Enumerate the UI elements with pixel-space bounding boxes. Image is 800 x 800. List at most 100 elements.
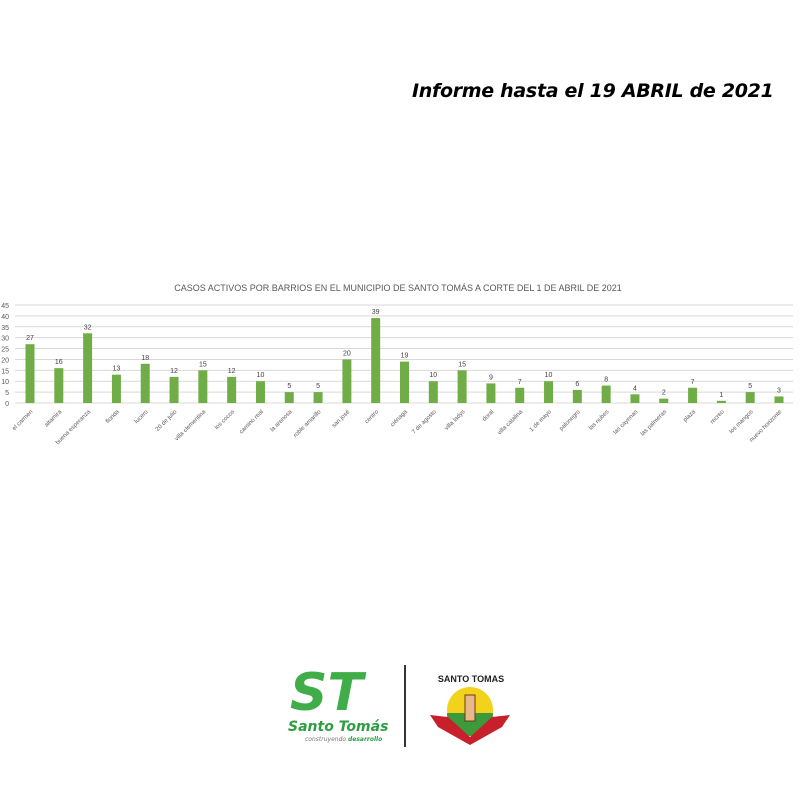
bar	[515, 387, 525, 403]
x-tick-label: nuevo horizonte	[749, 409, 784, 444]
y-tick-label: 0	[5, 401, 9, 408]
x-tick-label: ciénaga	[390, 409, 410, 429]
bar	[169, 376, 179, 403]
data-label: 16	[55, 359, 63, 366]
x-tick-label: las palmeras	[640, 409, 668, 437]
data-label: 10	[429, 372, 437, 379]
bar	[54, 368, 64, 403]
data-label: 32	[84, 324, 92, 331]
y-tick-label: 45	[1, 303, 9, 310]
data-label: 5	[316, 383, 320, 390]
y-tick-label: 40	[1, 314, 9, 321]
x-tick-label: villa catalina	[497, 409, 525, 437]
x-tick-label: recreo	[710, 409, 727, 426]
data-label: 13	[113, 366, 121, 373]
data-label: 27	[26, 335, 34, 342]
bar	[342, 359, 352, 403]
bar	[659, 398, 669, 403]
x-tick-label: palonegro	[559, 409, 583, 433]
bar	[313, 392, 323, 403]
report-title: Informe hasta el 19 ABRIL de 2021	[412, 80, 774, 102]
svg-text:construyendo desarrollo: construyendo desarrollo	[305, 736, 382, 743]
data-label: 3	[777, 387, 781, 394]
data-label: 7	[691, 379, 695, 386]
bar	[457, 370, 467, 403]
x-tick-label: el carmen	[12, 409, 35, 432]
data-label: 15	[458, 361, 466, 368]
data-label: 10	[257, 372, 265, 379]
bar	[111, 374, 121, 403]
data-label: 12	[228, 368, 236, 375]
data-label: 7	[518, 379, 522, 386]
bar	[255, 381, 265, 403]
bar	[140, 363, 150, 403]
data-label: 4	[633, 385, 637, 392]
logos: ST Santo Tomás construyendo desarrollo S…	[288, 663, 510, 747]
santo-tomas-logo: ST Santo Tomás construyendo desarrollo	[288, 663, 388, 743]
data-label: 39	[372, 309, 380, 316]
data-label: 8	[604, 377, 608, 384]
x-tick-label: la arenosa	[270, 409, 295, 434]
data-label: 6	[575, 381, 579, 388]
x-tick-label: lucero	[134, 409, 150, 425]
bar-chart: CASOS ACTIVOS POR BARRIOS EN EL MUNICIPI…	[1, 283, 793, 446]
x-tick-label: 1 de mayo	[529, 409, 554, 434]
data-label: 19	[401, 353, 409, 360]
x-tick-label: camino real	[239, 409, 265, 435]
bar	[544, 381, 554, 403]
data-label: 20	[343, 350, 351, 357]
bar	[486, 383, 496, 403]
x-tick-label: las nubes	[588, 409, 610, 431]
y-tick-label: 5	[5, 390, 9, 397]
data-label: 12	[170, 368, 178, 375]
bar	[400, 361, 409, 403]
bar	[227, 376, 237, 403]
y-tick-label: 10	[1, 379, 9, 386]
chart-title: CASOS ACTIVOS POR BARRIOS EN EL MUNICIPI…	[174, 283, 621, 293]
data-label: 10	[545, 372, 553, 379]
bar	[745, 392, 755, 403]
bar	[371, 318, 381, 403]
data-label: 9	[489, 374, 493, 381]
x-tick-label: san josé	[331, 409, 352, 430]
bar	[688, 387, 698, 403]
x-tick-label: las cayenas	[613, 409, 640, 436]
x-tick-label: los cocos	[214, 409, 236, 431]
svg-text:SANTO TOMAS: SANTO TOMAS	[438, 674, 504, 684]
x-tick-label: 7 de agosto	[411, 409, 438, 436]
bar	[198, 370, 208, 403]
x-tick-label: roble amarillo	[293, 409, 323, 439]
x-tick-label: doral	[482, 409, 496, 423]
data-label: 5	[287, 383, 291, 390]
data-label: 15	[199, 361, 207, 368]
bar	[774, 396, 784, 403]
data-label: 18	[141, 355, 149, 362]
bar	[572, 389, 582, 403]
x-tick-label: los mangos	[729, 409, 755, 435]
bar	[284, 392, 294, 403]
y-tick-label: 25	[1, 347, 9, 354]
x-tick-label: centro	[364, 409, 381, 426]
x-tick-label: plaza	[683, 409, 698, 424]
y-tick-label: 35	[1, 325, 9, 332]
y-tick-label: 20	[1, 357, 9, 364]
bar	[428, 381, 438, 403]
bar	[601, 385, 611, 403]
data-label: 1	[719, 392, 723, 399]
data-label: 2	[662, 390, 666, 397]
x-tick-label: florida	[105, 409, 121, 425]
bar	[716, 400, 726, 403]
x-tick-label: villa clementina	[174, 409, 208, 443]
x-tick-label: altamira	[44, 409, 64, 429]
data-label: 5	[748, 383, 752, 390]
x-tick-label: 20 de julio	[155, 409, 179, 433]
svg-text:ST: ST	[290, 663, 366, 723]
bar	[630, 394, 640, 403]
x-tick-label: villa ladys	[444, 409, 467, 432]
y-tick-label: 15	[1, 368, 9, 375]
y-tick-label: 30	[1, 336, 9, 343]
municipal-seal: SANTO TOMAS	[430, 674, 510, 745]
bar	[83, 333, 93, 403]
bar	[25, 344, 35, 403]
svg-text:Santo Tomás: Santo Tomás	[288, 719, 388, 735]
